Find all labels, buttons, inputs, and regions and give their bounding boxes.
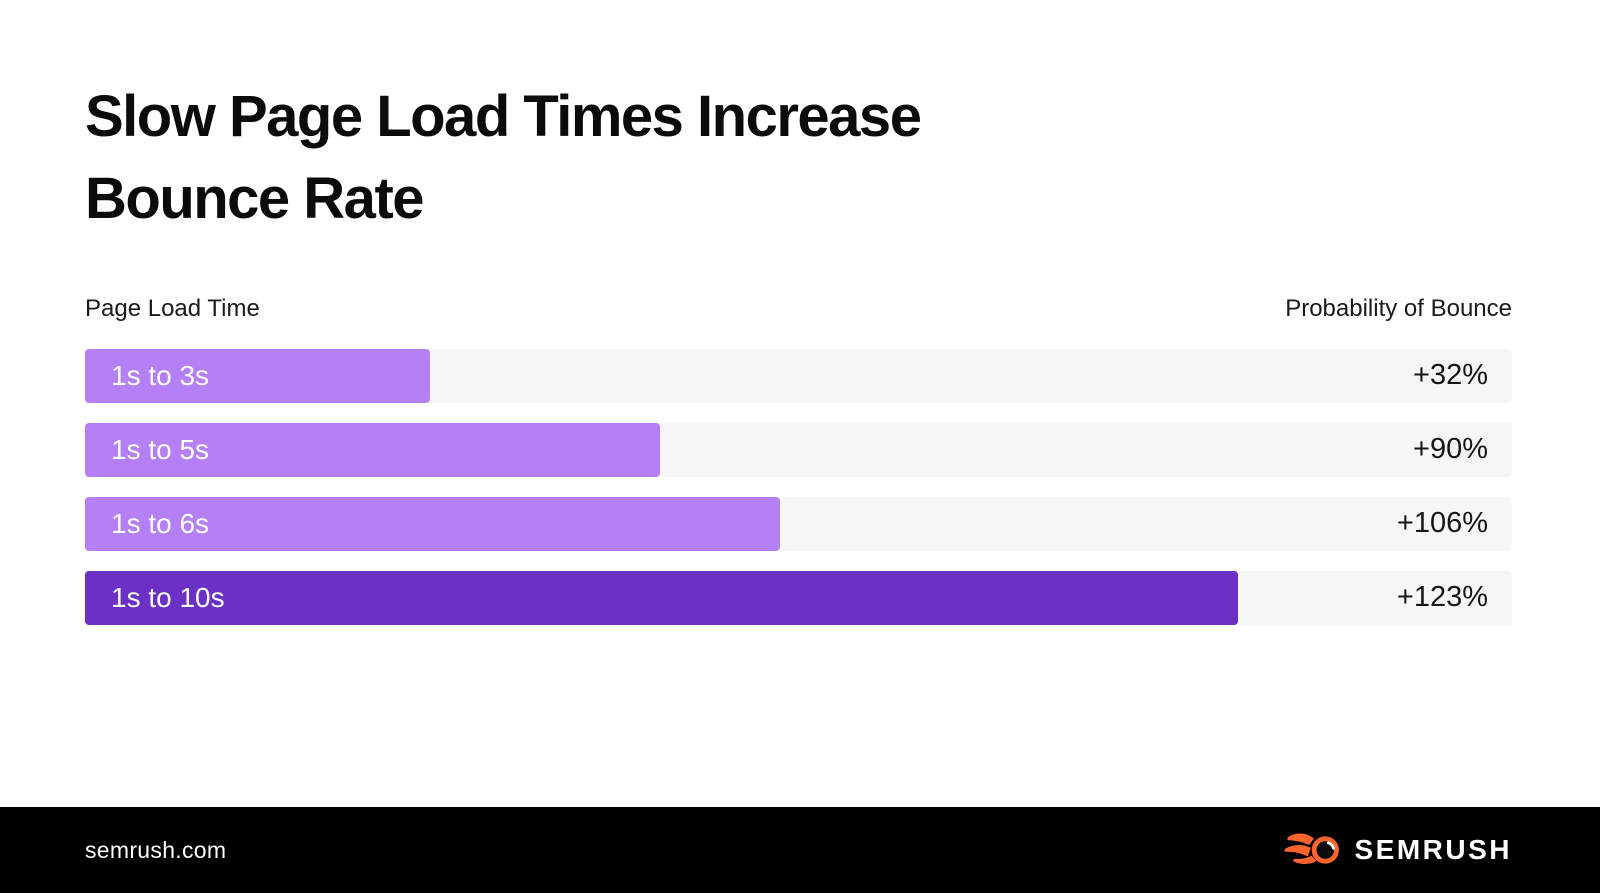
bar-value-label: +106% — [1396, 507, 1488, 540]
chart-row: 1s to 5s +90% — [85, 422, 1512, 477]
column-header-load-time: Page Load Time — [85, 294, 260, 322]
bar: 1s to 10s — [85, 570, 1239, 625]
bar: 1s to 3s — [85, 348, 431, 403]
page-title: Slow Page Load Times Increase Bounce Rat… — [85, 76, 1512, 241]
bar-category-label: 1s to 6s — [111, 507, 210, 539]
bar: 1s to 5s — [85, 422, 661, 477]
column-header-bounce: Probability of Bounce — [1285, 294, 1512, 322]
page-title-line2: Bounce Rate — [85, 166, 425, 232]
page-title-line1: Slow Page Load Times Increase — [85, 84, 922, 149]
semrush-comet-icon — [1284, 833, 1340, 864]
chart-row: 1s to 6s +106% — [85, 496, 1512, 551]
site-url: semrush.com — [85, 836, 227, 863]
bar-chart: 1s to 3s +32% 1s to 5s +90% 1s to 6s +10… — [85, 348, 1512, 625]
bar-value-label: +123% — [1396, 581, 1488, 614]
bar-value-label: +90% — [1413, 433, 1488, 466]
bar-category-label: 1s to 10s — [111, 581, 225, 613]
infographic: Slow Page Load Times Increase Bounce Rat… — [0, 76, 1600, 625]
bar-category-label: 1s to 5s — [111, 433, 210, 465]
column-headers: Page Load Time Probability of Bounce — [85, 295, 1512, 323]
brand-wordmark: SEMRUSH — [1354, 834, 1512, 865]
chart-row: 1s to 3s +32% — [85, 348, 1512, 403]
semrush-logo: SEMRUSH — [1284, 830, 1512, 870]
bar-value-label: +32% — [1413, 359, 1488, 392]
bar: 1s to 6s — [85, 496, 780, 551]
footer: semrush.com SEMRUSH — [0, 807, 1600, 893]
bar-category-label: 1s to 3s — [111, 359, 210, 391]
chart-row: 1s to 10s +123% — [85, 570, 1512, 625]
